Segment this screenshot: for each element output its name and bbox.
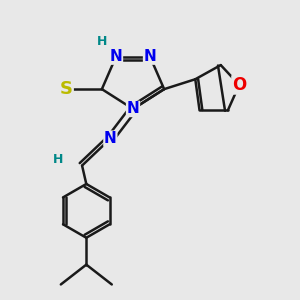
Text: H: H <box>97 34 107 47</box>
Text: N: N <box>104 131 117 146</box>
Text: N: N <box>144 49 156 64</box>
Text: O: O <box>232 76 246 94</box>
Text: S: S <box>60 80 73 98</box>
Text: N: N <box>127 101 140 116</box>
Text: N: N <box>110 49 122 64</box>
Text: H: H <box>53 153 63 167</box>
